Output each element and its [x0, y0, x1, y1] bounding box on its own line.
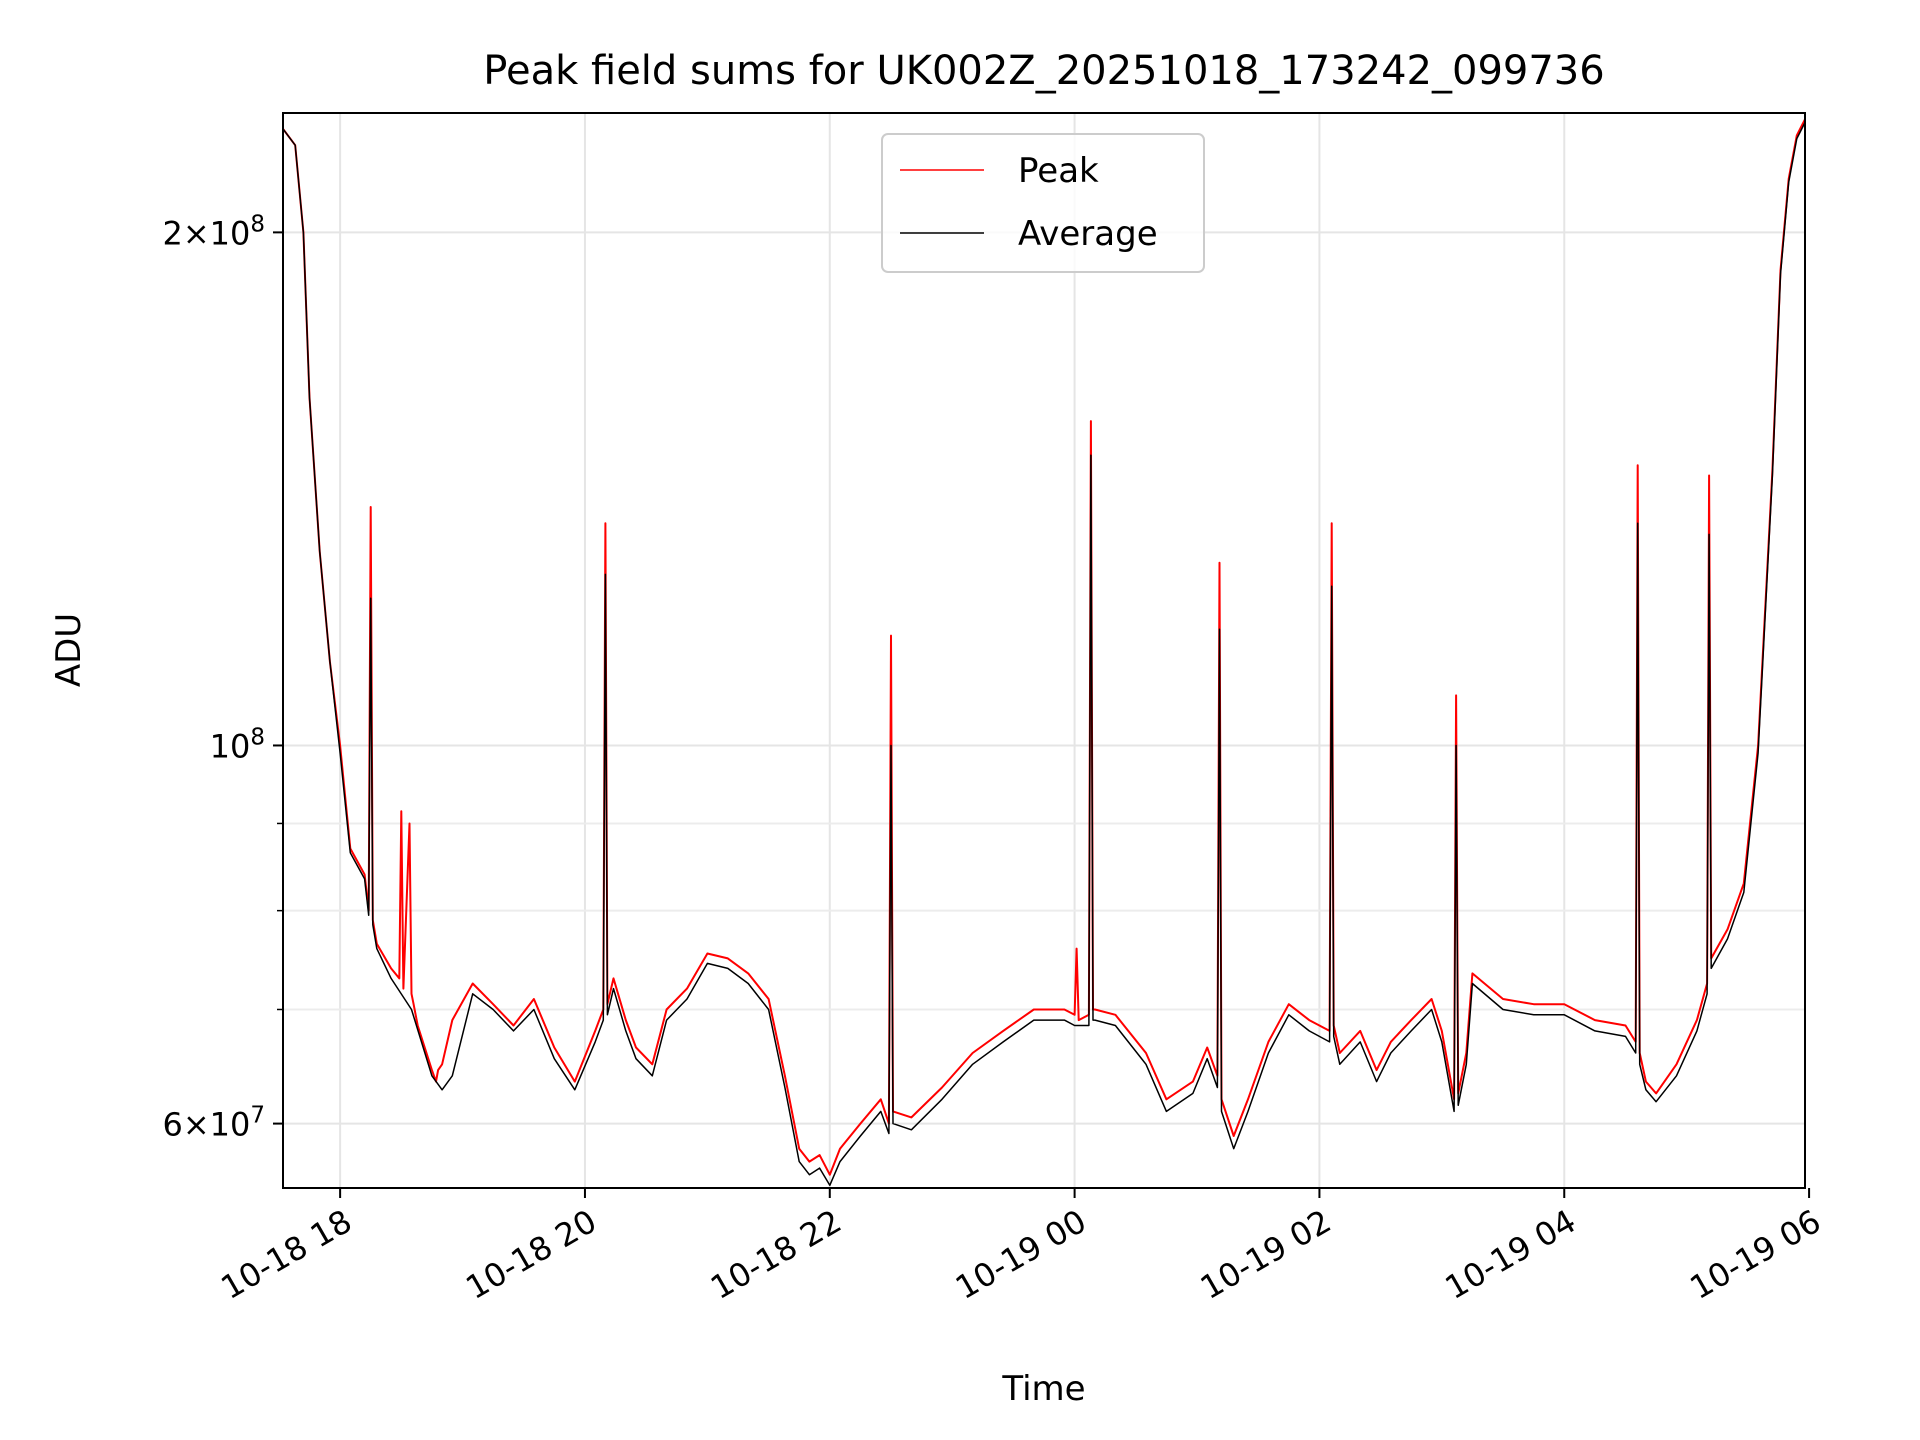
legend-box — [881, 133, 1205, 273]
y-tick-label: 2×108 — [162, 211, 265, 252]
y-axis-label: ADU — [49, 613, 89, 687]
series-line-average — [282, 122, 1806, 1187]
y-tick-label: 6×107 — [162, 1103, 265, 1144]
series-line-peak — [282, 118, 1806, 1176]
legend-label-peak: Peak — [1018, 151, 1099, 191]
chart-title: Peak field sums for UK002Z_20251018_1732… — [483, 48, 1604, 94]
plot-frame — [282, 112, 1806, 1189]
series-group — [282, 118, 1806, 1187]
y-axis-ticks: 6×107 108 2×108 — [162, 211, 283, 1144]
legend-label-average: Average — [1018, 214, 1158, 254]
y-tick-label: 108 — [210, 724, 265, 765]
x-axis-label: Time — [1001, 1369, 1085, 1409]
legend: Peak Average — [881, 133, 1205, 273]
